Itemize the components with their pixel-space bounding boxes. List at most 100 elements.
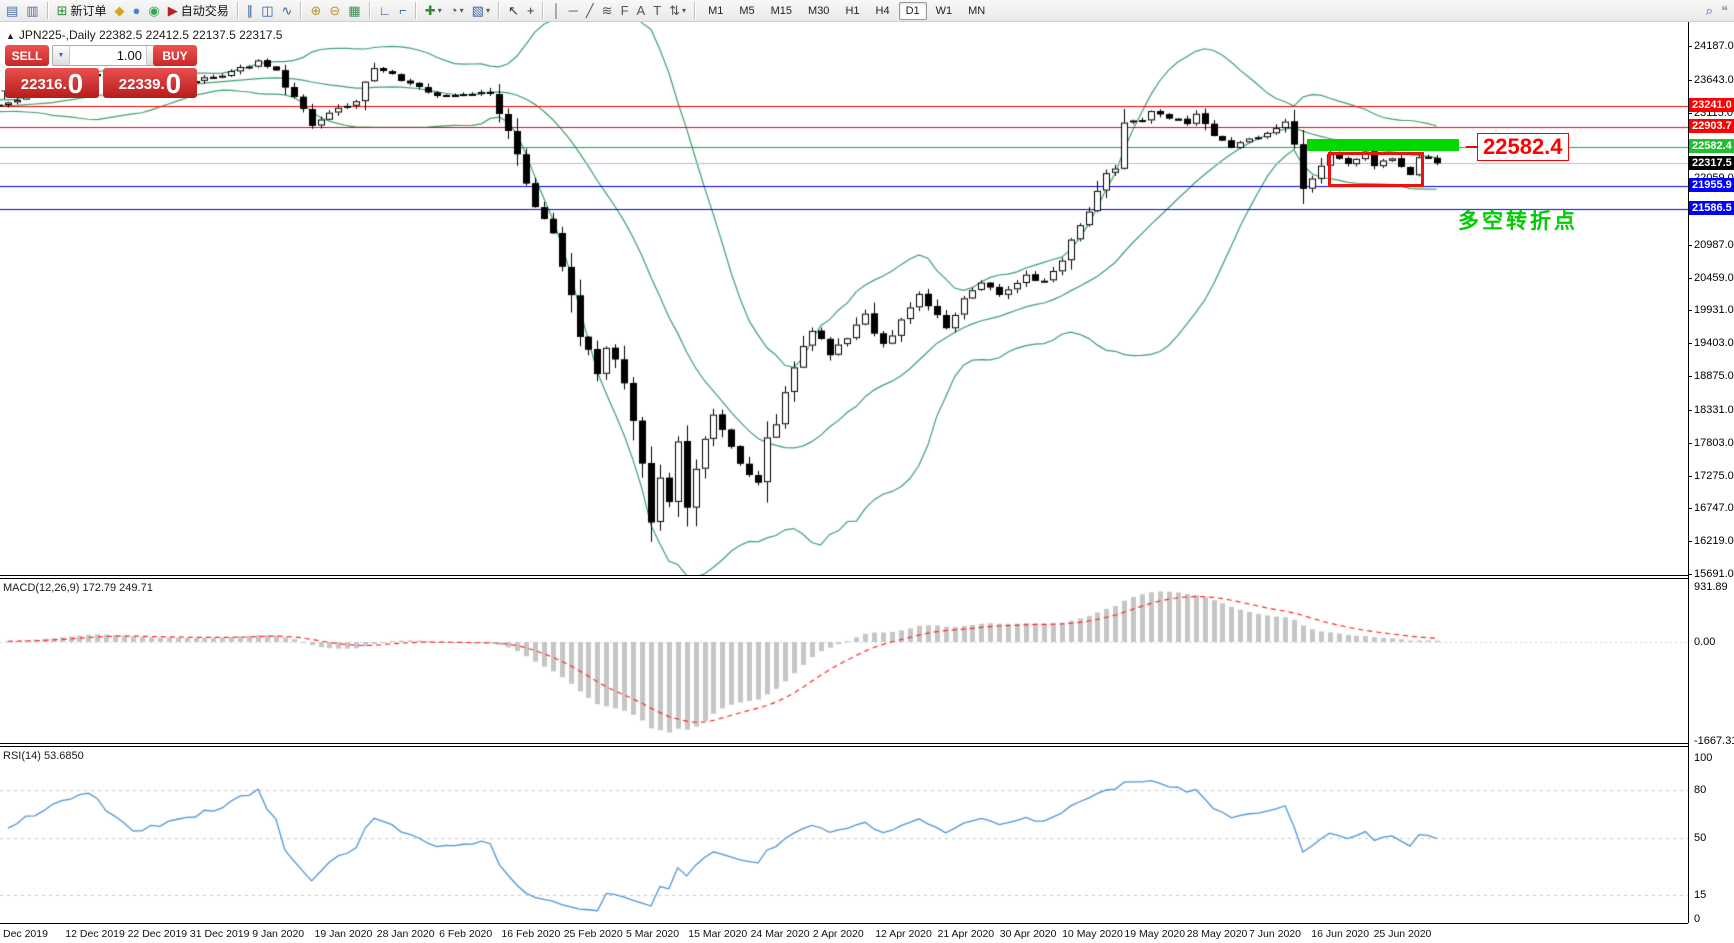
tile-windows-icon: ▦ bbox=[348, 3, 361, 18]
indicators-icon: ✚ bbox=[424, 3, 436, 18]
timeframe-m1-button[interactable]: M1 bbox=[708, 4, 724, 17]
red-rectangle-annotation[interactable] bbox=[1327, 151, 1425, 187]
toolbar-separator bbox=[542, 2, 545, 19]
crosshair-icon: + bbox=[526, 3, 535, 18]
rsi-canvas[interactable] bbox=[0, 747, 1688, 923]
new-order-icon-button[interactable]: ⊞ 新订单 bbox=[53, 1, 111, 20]
equidistant-channel-icon-button[interactable]: ≋ bbox=[598, 1, 617, 20]
line-chart-icon-button[interactable]: ∿ bbox=[278, 1, 297, 20]
timeframe-d1-button[interactable]: D1 bbox=[898, 1, 927, 20]
zoom-in-icon-button[interactable]: ⊕ bbox=[306, 1, 325, 20]
sell-price-button[interactable]: 22316. 0 bbox=[5, 68, 99, 98]
horizontal-line-icon-button[interactable]: ─ bbox=[565, 1, 582, 20]
date-label: 31 Dec 2019 bbox=[189, 928, 250, 940]
sell-price-big-digit: 0 bbox=[67, 68, 84, 99]
timeframe-mn-button[interactable]: MN bbox=[968, 4, 986, 17]
fibonacci-icon: F bbox=[620, 3, 629, 18]
tick-mark bbox=[1689, 409, 1692, 411]
crosshair-icon-button[interactable]: + bbox=[523, 1, 539, 20]
market-watch-icon-button[interactable]: ▤ bbox=[2, 1, 22, 20]
templates-icon: ▧ bbox=[471, 3, 484, 18]
chart-shift-icon-button[interactable]: ∟ bbox=[375, 1, 396, 20]
timeframe-h4-button[interactable]: H4 bbox=[875, 4, 890, 17]
sell-price: 22316. bbox=[20, 76, 67, 93]
search-icon-button[interactable]: ⌕ bbox=[1702, 1, 1717, 20]
rsi-label: RSI(14) 53.6850 bbox=[3, 750, 84, 762]
metaeditor-icon: ◆ bbox=[114, 3, 125, 18]
metaeditor-icon-button[interactable]: ◆ bbox=[111, 1, 129, 20]
toolbar-separator bbox=[414, 2, 417, 19]
data-window-icon-button[interactable]: ▥ bbox=[22, 1, 42, 20]
price-level-badge: 21955.9 bbox=[1689, 178, 1734, 193]
volume-input[interactable] bbox=[70, 46, 146, 65]
macd-label: MACD(12,26,9) 172.79 249.71 bbox=[3, 582, 153, 594]
zoom-out-icon-button[interactable]: ⊖ bbox=[325, 1, 344, 20]
buy-button[interactable]: BUY bbox=[153, 45, 197, 66]
chat-icon-button[interactable]: ❝ bbox=[1717, 1, 1732, 20]
arrows-icon: ⇅ bbox=[669, 3, 681, 18]
signals-icon: ◉ bbox=[148, 3, 160, 18]
text-label-icon: T bbox=[653, 3, 662, 18]
periods-icon-button[interactable]: ◔ ▾ bbox=[446, 1, 468, 20]
panel-divider[interactable] bbox=[0, 743, 1688, 747]
new-order-icon: ⊞ bbox=[56, 3, 68, 18]
date-axis[interactable]: Dec 2019 12 Dec 2019 22 Dec 2019 31 Dec 201… bbox=[0, 925, 1734, 943]
timeframe-h1-button[interactable]: H1 bbox=[845, 4, 860, 17]
volume-decrease-button[interactable]: ▼ bbox=[53, 46, 70, 65]
tick-mark bbox=[1689, 277, 1692, 279]
text-label-icon-button[interactable]: T bbox=[649, 1, 665, 20]
rsi-scale-label: 50 bbox=[1694, 832, 1707, 845]
green-rectangle-annotation[interactable] bbox=[1307, 138, 1460, 151]
date-label: 9 Jan 2020 bbox=[252, 928, 305, 940]
tick-mark bbox=[1689, 508, 1692, 510]
chart-shift-icon: ∟ bbox=[378, 3, 392, 18]
vertical-line-icon-button[interactable]: │ bbox=[548, 1, 564, 20]
candlestick-chart-icon-button[interactable]: ◫ bbox=[257, 1, 277, 20]
fibonacci-icon-button[interactable]: F bbox=[617, 1, 633, 20]
signals-icon-button[interactable]: ◉ bbox=[144, 1, 163, 20]
auto-scroll-icon-button[interactable]: ⌐ bbox=[395, 1, 411, 20]
bar-chart-icon-button[interactable]: ∥ bbox=[243, 1, 258, 20]
sell-button[interactable]: SELL bbox=[5, 45, 49, 66]
new-order-icon-label: 新订单 bbox=[70, 4, 107, 18]
panel-divider[interactable] bbox=[0, 575, 1688, 579]
timeframe-m5-button[interactable]: M5 bbox=[739, 4, 755, 17]
date-label: 12 Apr 2020 bbox=[875, 928, 932, 940]
date-label: 15 Mar 2020 bbox=[688, 928, 748, 940]
price-callout-label[interactable]: 22582.4 bbox=[1477, 132, 1569, 161]
autotrading-icon-button[interactable]: ▶ 自动交易 bbox=[164, 1, 233, 20]
tick-mark bbox=[1689, 475, 1692, 477]
tick-mark bbox=[1689, 541, 1692, 543]
macd-panel: MACD(12,26,9) 172.79 249.71 bbox=[0, 579, 1688, 743]
price-tick: 24187.0 bbox=[1689, 40, 1734, 52]
tile-windows-icon-button[interactable]: ▦ bbox=[344, 1, 364, 20]
text-icon-button[interactable]: A bbox=[633, 1, 650, 20]
price-level-badge: 22582.4 bbox=[1689, 139, 1734, 154]
arrows-icon-button[interactable]: ⇅ ▾ bbox=[665, 1, 690, 20]
buy-price-button[interactable]: 22339. 0 bbox=[103, 68, 197, 98]
zoom-in-icon: ⊕ bbox=[310, 3, 322, 18]
date-label: 24 Mar 2020 bbox=[750, 928, 810, 940]
price-tick: 23643.0 bbox=[1689, 74, 1734, 86]
price-axis[interactable]: 24187.023643.023115.022059.021531.020987… bbox=[1688, 22, 1734, 925]
timeframe-w1-button[interactable]: W1 bbox=[935, 4, 953, 17]
dropdown-arrow-icon: ▾ bbox=[485, 6, 490, 15]
templates-icon-button[interactable]: ▧ ▾ bbox=[468, 1, 494, 20]
price-tick: 18875.0 bbox=[1689, 370, 1734, 382]
price-tick: 16747.0 bbox=[1689, 502, 1734, 514]
price-chart-canvas[interactable] bbox=[0, 22, 1688, 575]
macd-canvas[interactable] bbox=[0, 579, 1688, 743]
turning-point-note[interactable]: 多空转折点 bbox=[1458, 209, 1578, 233]
cursor-icon: ↖ bbox=[507, 3, 519, 18]
indicators-icon-button[interactable]: ✚ ▾ bbox=[421, 1, 446, 20]
collapse-arrow-icon[interactable]: ▲ bbox=[6, 31, 15, 41]
object-anchor-label: T bbox=[1, 88, 8, 102]
tick-mark bbox=[1689, 574, 1692, 575]
cursor-icon-button[interactable]: ↖ bbox=[504, 1, 523, 20]
timeframe-m30-button[interactable]: M30 bbox=[808, 4, 830, 17]
timeframe-m15-button[interactable]: M15 bbox=[770, 4, 793, 17]
experts-icon-button[interactable]: ● bbox=[129, 1, 145, 20]
date-label: 5 Mar 2020 bbox=[626, 928, 680, 940]
toolbar-separator bbox=[368, 2, 371, 19]
trendline-icon-button[interactable]: ╱ bbox=[582, 1, 598, 20]
